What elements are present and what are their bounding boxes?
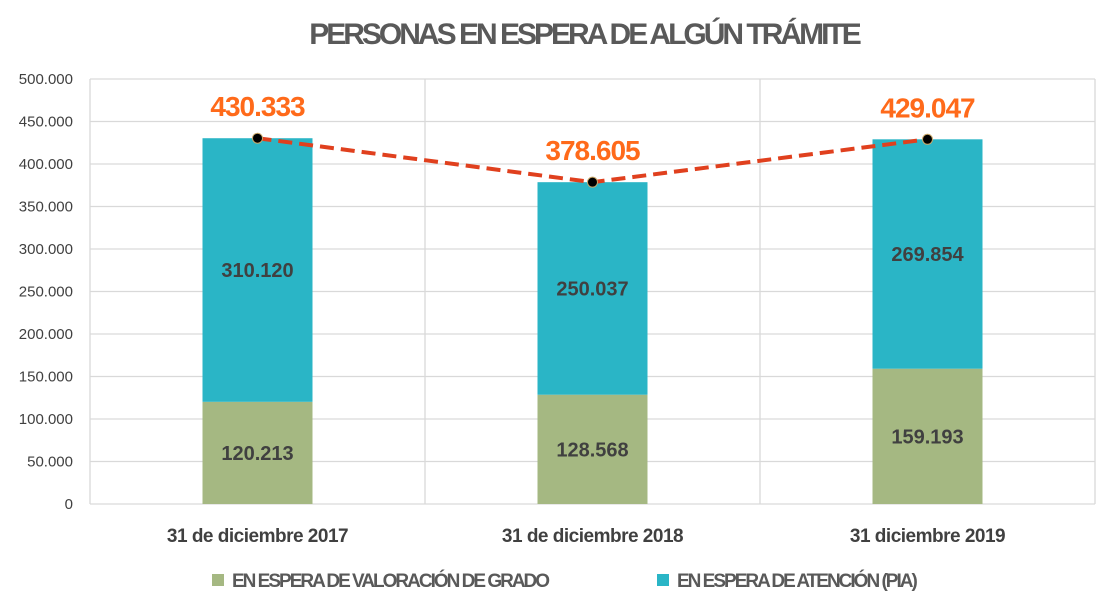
bar-segment xyxy=(537,182,648,395)
y-tick-label: 250.000 xyxy=(19,284,73,301)
legend-label: EN ESPERA DE ATENCIÓN (PIA) xyxy=(677,570,917,592)
segment-data-label: 120.213 xyxy=(221,443,293,465)
segment-data-label: 310.120 xyxy=(221,260,293,282)
x-category-label: 31 de diciembre 2017 xyxy=(167,526,348,547)
total-point xyxy=(252,132,263,144)
y-tick-label: 200.000 xyxy=(19,326,73,343)
y-tick-label: 500.000 xyxy=(19,71,73,88)
y-tick-label: 300.000 xyxy=(19,241,73,258)
segment-data-label: 269.854 xyxy=(891,244,964,266)
y-tick-label: 50.000 xyxy=(27,454,73,471)
segment-data-label: 159.193 xyxy=(891,426,963,448)
total-data-label: 378.605 xyxy=(545,135,640,166)
y-tick-label: 450.000 xyxy=(19,114,73,131)
total-data-label: 429.047 xyxy=(880,92,975,123)
legend-label: EN ESPERA DE VALORACIÓN DE GRADO xyxy=(232,570,549,592)
legend-swatch xyxy=(657,574,669,586)
bar-segment xyxy=(202,138,313,402)
legend-swatch xyxy=(212,574,224,586)
x-category-label: 31 de diciembre 2018 xyxy=(502,526,683,547)
bar-segment xyxy=(537,394,648,504)
bar-segment xyxy=(872,368,983,504)
y-tick-label: 100.000 xyxy=(19,411,73,428)
chart-title: PERSONAS EN ESPERA DE ALGÚN TRÁMITE xyxy=(309,17,860,51)
total-point xyxy=(922,133,933,145)
total-data-label: 430.333 xyxy=(210,91,305,122)
total-point xyxy=(587,176,598,188)
segment-data-label: 250.037 xyxy=(556,278,628,300)
y-tick-label: 400.000 xyxy=(19,156,73,173)
x-category-label: 31 diciembre 2019 xyxy=(850,526,1005,547)
bar-segment xyxy=(872,139,983,369)
segment-data-label: 128.568 xyxy=(556,439,628,461)
y-tick-label: 0 xyxy=(65,496,73,513)
y-tick-label: 150.000 xyxy=(19,369,73,386)
bar-segment xyxy=(202,401,313,504)
y-tick-label: 350.000 xyxy=(19,199,73,216)
